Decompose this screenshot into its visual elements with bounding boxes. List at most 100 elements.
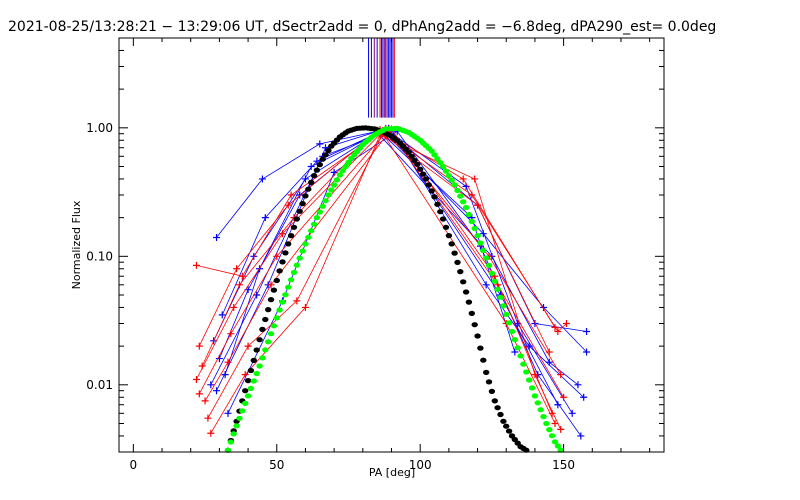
fit-point — [445, 233, 453, 239]
data-point — [574, 381, 582, 389]
fit-point — [442, 224, 450, 230]
data-point — [253, 291, 261, 299]
data-point — [474, 201, 482, 209]
fit-point — [233, 423, 240, 429]
fit-point — [262, 347, 269, 353]
fit-point — [250, 378, 257, 384]
fit-point — [439, 216, 447, 222]
fit-point — [500, 418, 507, 424]
data-point — [557, 425, 565, 433]
fit-point — [428, 148, 435, 154]
data-point — [316, 140, 324, 148]
fit-point — [434, 156, 441, 162]
fit-point — [322, 198, 329, 204]
y-tick-label: 0.10 — [86, 249, 113, 263]
fit-point — [451, 250, 458, 256]
data-point — [293, 297, 301, 305]
data-point — [238, 272, 246, 280]
fit-point — [548, 433, 556, 439]
fit-point — [345, 159, 352, 165]
data-point — [531, 371, 539, 379]
fit-point — [276, 307, 283, 313]
fit-point — [448, 177, 455, 183]
fit-point — [408, 153, 415, 159]
data-point — [551, 419, 559, 427]
data-point — [583, 348, 591, 356]
fit-point — [253, 347, 260, 353]
fit-point — [528, 385, 536, 391]
fit-point — [537, 407, 544, 413]
data-point — [233, 265, 241, 273]
data-point — [241, 371, 249, 379]
series-line — [210, 134, 562, 434]
fit-point — [494, 286, 501, 292]
fit-point — [339, 168, 346, 174]
fit-point — [494, 405, 501, 411]
fit-point — [267, 331, 275, 337]
data-point — [195, 390, 203, 398]
data-point — [207, 429, 215, 437]
fit-point — [310, 173, 318, 179]
fit-point — [279, 299, 286, 305]
fit-point — [302, 193, 309, 199]
fit-point — [465, 299, 473, 305]
fit-point — [497, 294, 504, 300]
fit-point — [296, 255, 303, 261]
data-point — [224, 409, 232, 417]
fit-point — [265, 339, 272, 345]
fit-point — [267, 297, 275, 303]
fit-point — [282, 250, 289, 256]
fit-point — [431, 194, 438, 200]
data-point — [301, 303, 309, 311]
fit-point — [457, 269, 464, 275]
series-2 — [210, 128, 519, 356]
fit-point — [503, 311, 510, 317]
data-point — [213, 234, 221, 242]
fit-point — [411, 157, 418, 163]
fit-point — [290, 224, 298, 230]
fit-point — [468, 218, 475, 225]
fit-point — [242, 388, 249, 394]
fit-point — [437, 160, 444, 166]
data-point — [227, 330, 235, 338]
fit-point — [454, 187, 461, 194]
fit-point — [282, 292, 289, 298]
fit-point — [244, 393, 252, 399]
data-point — [273, 252, 281, 260]
fit-point — [310, 221, 318, 227]
fit-point — [491, 398, 498, 404]
data-point — [540, 303, 548, 311]
data-point — [218, 311, 226, 319]
data-point — [307, 162, 315, 170]
fit-point — [319, 156, 326, 162]
fit-point — [460, 199, 467, 205]
fit-point — [462, 204, 470, 211]
fit-point — [313, 215, 321, 221]
fit-point — [468, 310, 475, 316]
series-9 — [195, 126, 570, 350]
x-tick-label: 100 — [409, 458, 432, 472]
fit-point — [523, 369, 530, 375]
y-tick-label: 1.00 — [86, 121, 113, 135]
fit-point — [322, 152, 329, 158]
fit-point — [279, 259, 286, 265]
x-tick-label: 0 — [130, 458, 138, 472]
data-point — [580, 393, 588, 401]
data-point — [244, 342, 252, 350]
series-line — [198, 128, 564, 398]
fit-point — [491, 278, 498, 284]
series-10 — [198, 126, 553, 370]
fit-point — [239, 408, 246, 414]
data-point — [279, 230, 286, 238]
fit-point — [477, 240, 484, 246]
fit-point — [302, 241, 309, 247]
series-line — [196, 127, 562, 380]
fit-point — [434, 201, 441, 207]
fit-point — [405, 149, 412, 155]
data-point — [192, 375, 200, 383]
fit-point — [325, 147, 332, 154]
data-point — [192, 261, 200, 269]
fit-point — [256, 337, 263, 343]
fit-point — [244, 378, 252, 384]
